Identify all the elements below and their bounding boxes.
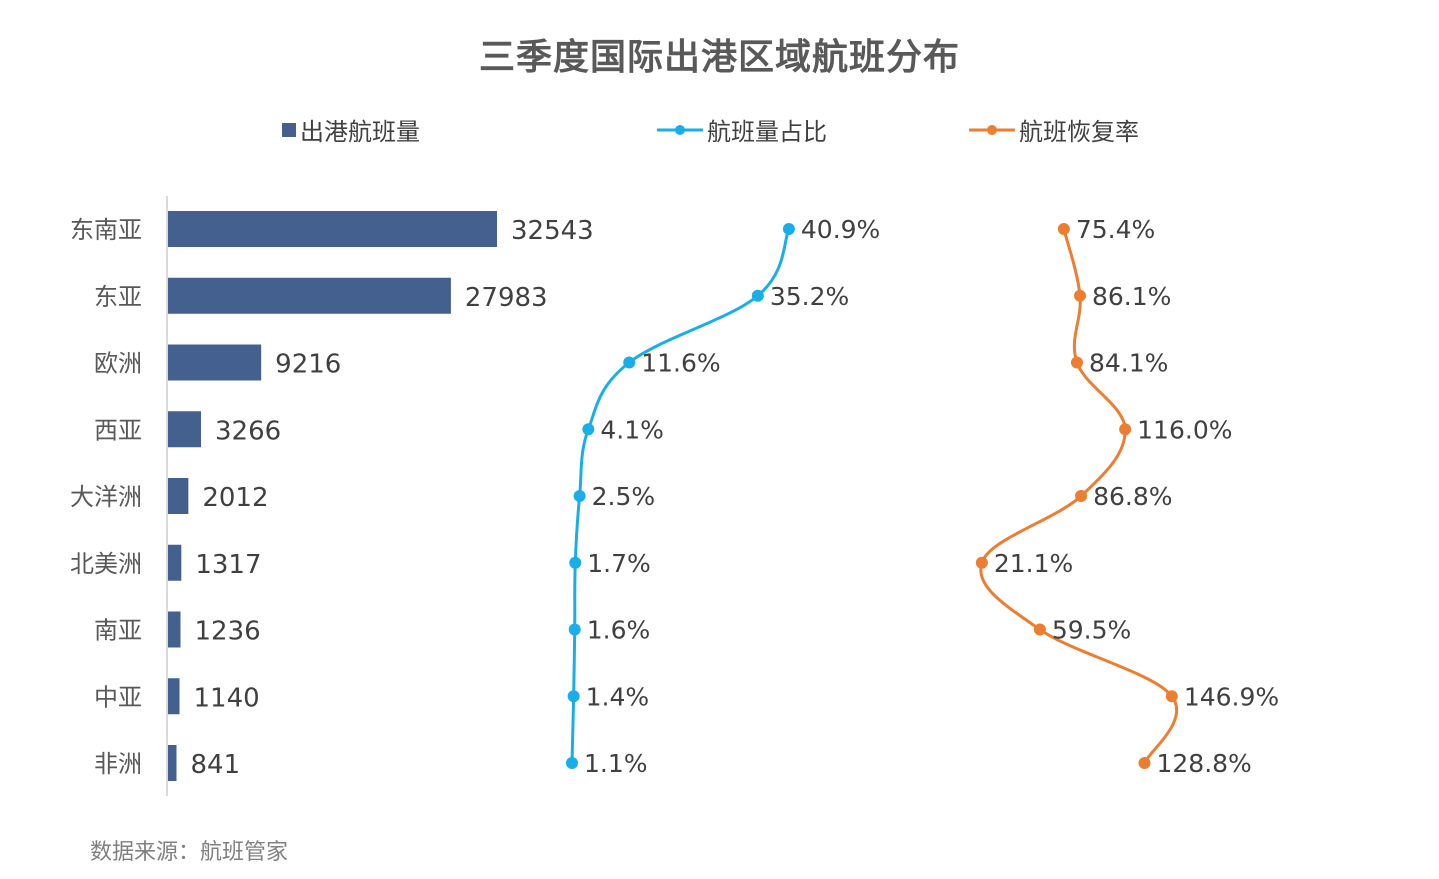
recovery-line-point	[1033, 623, 1046, 636]
bar	[168, 478, 189, 514]
legend-recovery-label: 航班恢复率	[1019, 118, 1139, 146]
recovery-line-point	[1119, 423, 1132, 436]
recovery-line-point	[1165, 690, 1178, 703]
bar-data-label: 27983	[465, 283, 548, 313]
bar-data-label: 2012	[202, 483, 268, 513]
bar-data-label: 1317	[195, 550, 261, 580]
chart-title: 三季度国际出港区域航班分布	[478, 37, 960, 78]
legend-bar-label: 出港航班量	[300, 118, 420, 146]
share-line-data-label: 1.1%	[584, 749, 648, 778]
bar-data-label: 9216	[275, 350, 341, 380]
share-line-data-label: 4.1%	[600, 415, 664, 444]
share-line-point	[568, 623, 581, 636]
recovery-line-point	[975, 556, 988, 569]
legend-item-bar: 出港航班量	[282, 112, 420, 147]
legend-item-recovery: 航班恢复率	[969, 112, 1139, 147]
legend-item-share: 航班量占比	[657, 112, 827, 147]
share-line-point	[582, 423, 595, 436]
share-line-point	[567, 690, 580, 703]
bar	[168, 344, 262, 381]
category-label: 中亚	[94, 683, 142, 711]
recovery-line	[979, 228, 1179, 764]
recovery-line-point	[1057, 223, 1070, 235]
share-line-data-label: 40.9%	[801, 215, 880, 244]
recovery-line-point	[1138, 757, 1151, 769]
share-line-point	[565, 757, 578, 769]
share-line-point	[569, 556, 582, 569]
share-line-data-label: 1.7%	[587, 549, 651, 578]
recovery-line-data-label: 86.1%	[1092, 282, 1171, 311]
bar-data-label: 1140	[194, 683, 260, 713]
category-label: 欧洲	[94, 350, 142, 378]
category-label: 北美洲	[70, 550, 142, 578]
bar	[168, 745, 177, 781]
recovery-line-point	[1075, 490, 1088, 502]
bar-data-label: 1236	[194, 617, 260, 647]
recovery-line-point	[1070, 356, 1083, 369]
legend-bar-swatch-icon	[282, 122, 296, 137]
category-label: 西亚	[94, 416, 142, 444]
recovery-line-point	[1074, 289, 1087, 302]
bar-data-label: 3266	[215, 416, 281, 446]
share-line	[570, 228, 791, 764]
recovery-line-data-label: 84.1%	[1089, 349, 1168, 378]
recovery-line-data-label: 146.9%	[1184, 682, 1279, 711]
category-label: 大洋洲	[70, 483, 142, 511]
bar-data-label: 32543	[511, 216, 594, 246]
share-line-point	[623, 356, 636, 369]
bar	[168, 544, 182, 581]
bar	[168, 611, 181, 648]
data-source-note: 数据来源：航班管家	[90, 840, 289, 865]
bar	[168, 411, 202, 448]
bar	[168, 211, 497, 247]
category-label: 非洲	[94, 750, 142, 778]
legend-share-line-icon	[657, 124, 703, 135]
recovery-line-data-label: 128.8%	[1156, 749, 1251, 778]
share-line-data-label: 2.5%	[592, 482, 656, 511]
recovery-line-data-label: 75.4%	[1076, 215, 1155, 244]
share-line-data-label: 35.2%	[770, 282, 849, 311]
category-label: 东南亚	[70, 216, 142, 244]
recovery-line-data-label: 86.8%	[1093, 482, 1172, 511]
legend-share-label: 航班量占比	[707, 118, 827, 146]
recovery-line-data-label: 21.1%	[994, 549, 1073, 578]
recovery-line-data-label: 59.5%	[1052, 616, 1131, 645]
share-line-point	[782, 223, 795, 235]
category-label: 东亚	[94, 283, 142, 311]
share-line-point	[573, 490, 586, 502]
bar	[168, 678, 180, 715]
share-line-data-label: 11.6%	[641, 349, 720, 378]
share-line-point	[751, 289, 764, 302]
share-line-data-label: 1.4%	[586, 682, 650, 711]
legend-recovery-line-icon	[969, 124, 1015, 135]
category-label: 南亚	[94, 617, 142, 645]
bar	[168, 277, 451, 314]
share-line-data-label: 1.6%	[587, 616, 651, 645]
recovery-line-data-label: 116.0%	[1137, 415, 1232, 444]
bar-data-label: 841	[191, 750, 241, 780]
